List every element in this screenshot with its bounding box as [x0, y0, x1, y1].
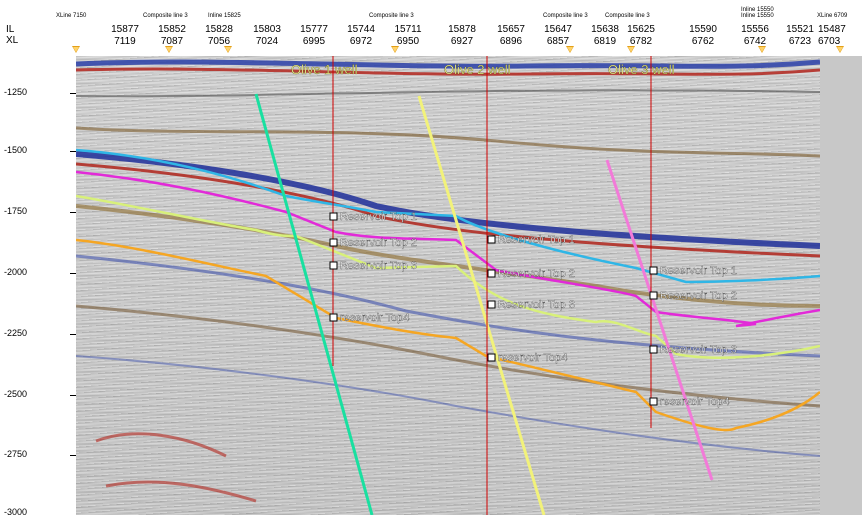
depth-label: -1750 — [4, 206, 28, 216]
horizon-top2 — [76, 170, 820, 328]
pick-marker[interactable] — [649, 266, 658, 275]
depth-label: -3000 — [4, 507, 28, 517]
section-marker-icon[interactable] — [391, 46, 399, 53]
well-label: Olive 3 well — [608, 62, 675, 77]
depth-tick — [70, 93, 76, 94]
il-xl-column: 15877 7119 — [111, 24, 139, 47]
section-marker-icon[interactable] — [758, 46, 766, 53]
depth-label: -2250 — [4, 328, 28, 338]
section-marker-icon[interactable] — [566, 46, 574, 53]
composite-label: Composite line 3 — [143, 13, 188, 19]
well-label: Olive 2 well — [444, 62, 511, 77]
il-row-label: IL — [6, 24, 15, 35]
depth-label: -2000 — [4, 267, 28, 277]
depth-label: -1500 — [4, 145, 28, 155]
section-marker-icon[interactable] — [165, 46, 173, 53]
composite-label: Composite line 3 — [369, 13, 414, 19]
pick-marker[interactable] — [649, 397, 658, 406]
pick-marker[interactable] — [649, 291, 658, 300]
pick-label: Reservoir Top 1 — [340, 211, 417, 223]
section-header: IL XL XLine 7150 Composite line 3 Inline… — [0, 0, 862, 58]
il-xl-column: 15777 6995 — [300, 24, 328, 47]
depth-tick — [70, 395, 76, 396]
seismic-section[interactable]: Olive 1 well Olive 2 well Olive 3 well R… — [76, 56, 820, 515]
section-marker-icon[interactable] — [627, 46, 635, 53]
depth-tick — [70, 273, 76, 274]
section-marker-icon[interactable] — [836, 46, 844, 53]
depth-label: -1250 — [4, 87, 28, 97]
il-xl-column: 15878 6927 — [448, 24, 476, 47]
composite-label: Composite line 3 — [543, 13, 588, 19]
fault-line-3 — [605, 159, 714, 481]
composite-label: Composite line 3 — [605, 13, 650, 19]
depth-tick — [70, 151, 76, 152]
il-xl-column: 15744 6972 — [347, 24, 375, 47]
pick-marker[interactable] — [487, 353, 496, 362]
il-xl-column: 15852 7087 — [158, 24, 186, 47]
depth-label: -2500 — [4, 389, 28, 399]
il-xl-column: 15828 7056 — [205, 24, 233, 47]
pick-marker[interactable] — [487, 235, 496, 244]
il-xl-column: 15521 6723 — [786, 24, 814, 47]
il-xl-column: 15647 6857 — [544, 24, 572, 47]
depth-tick — [70, 212, 76, 213]
il-xl-column: 15638 6819 — [591, 24, 619, 47]
pick-label: Reservoir Top 1 — [498, 234, 575, 246]
pick-marker[interactable] — [329, 313, 338, 322]
pick-label: Reservoir Top 3 — [660, 344, 737, 356]
pick-label: Reservoir Top 2 — [498, 268, 575, 280]
xl-row-label: XL — [6, 35, 19, 46]
xline-right-label: XLine 6709 — [817, 13, 848, 19]
pick-marker[interactable] — [329, 261, 338, 270]
horizon-top3 — [76, 194, 820, 359]
pick-marker[interactable] — [487, 269, 496, 278]
inline-label: Inline 15825 — [208, 13, 241, 19]
il-xl-column: 15803 7024 — [253, 24, 281, 47]
pick-label: reservoir Top4 — [498, 352, 568, 364]
pick-label: Reservoir Top 2 — [660, 290, 737, 302]
inline-label: Inline 15550 — [741, 13, 774, 19]
horizon-top4 — [76, 238, 820, 432]
pick-marker[interactable] — [329, 212, 338, 221]
pick-label: Reservoir Top 3 — [498, 299, 575, 311]
section-marker-icon[interactable] — [72, 46, 80, 53]
xline-left-label: XLine 7150 — [56, 13, 87, 19]
pick-label: Reservoir Top 2 — [340, 237, 417, 249]
pick-label: Reservoir Top 3 — [340, 260, 417, 272]
fault-line-2 — [417, 95, 546, 515]
pick-label: reservoir Top4 — [660, 396, 730, 408]
il-xl-column: 15657 6896 — [497, 24, 525, 47]
pick-marker[interactable] — [649, 345, 658, 354]
depth-label: -2750 — [4, 449, 28, 459]
il-xl-column: 15625 6782 — [627, 24, 655, 47]
pick-label: Reservoir Top 1 — [660, 265, 737, 277]
pick-marker[interactable] — [329, 238, 338, 247]
fault-line-1 — [254, 93, 374, 515]
il-xl-column: 15590 6762 — [689, 24, 717, 47]
pick-marker[interactable] — [487, 300, 496, 309]
well-label: Olive 1 well — [291, 62, 358, 77]
empty-trace-area — [820, 56, 862, 515]
seismic-overlay: Olive 1 well Olive 2 well Olive 3 well R… — [76, 56, 820, 515]
pick-label: reservoir Top4 — [340, 312, 410, 324]
il-xl-column: 15711 6950 — [394, 24, 422, 47]
depth-tick — [70, 455, 76, 456]
horizon-top1 — [76, 148, 820, 284]
il-xl-column: 15556 6742 — [741, 24, 769, 47]
depth-tick — [70, 334, 76, 335]
section-marker-icon[interactable] — [224, 46, 232, 53]
depth-axis: -1250 -1500 -1750 -2000 -2250 -2500 -275… — [0, 58, 76, 517]
inline-label: Inline 15550 — [741, 7, 774, 13]
il-xl-column: 15487 6703 — [818, 24, 846, 47]
